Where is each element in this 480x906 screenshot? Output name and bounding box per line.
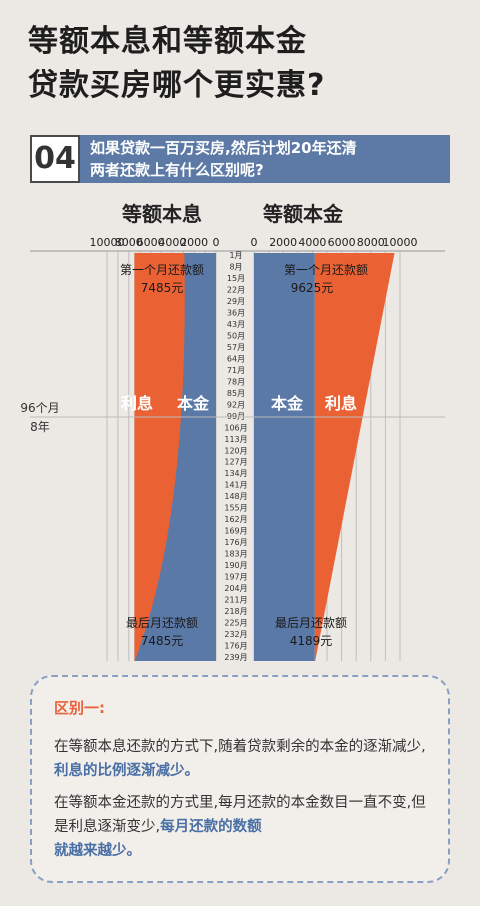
p2-highlight-2: 就越来越少。 xyxy=(54,843,141,859)
left-panel-title: 等额本息 xyxy=(122,202,202,226)
month-label: 127月 xyxy=(224,458,247,467)
month-label: 232月 xyxy=(224,630,247,639)
question-text: 如果贷款一百万买房,然后计划20年还清 两者还款上有什么区别呢? xyxy=(80,135,450,183)
left-tick-label: 4000 xyxy=(158,236,186,249)
month-label: 71月 xyxy=(227,366,245,375)
month-label: 155月 xyxy=(224,504,247,513)
month-label: 99月 xyxy=(227,412,245,421)
month-label: 57月 xyxy=(227,343,245,352)
month-label: 176月 xyxy=(224,642,247,651)
left-last-month-value: 7485元 xyxy=(141,634,184,648)
month-label: 120月 xyxy=(224,446,247,455)
month-label: 211月 xyxy=(224,596,247,605)
left-tick-label: 8000 xyxy=(115,236,143,249)
month-label: 8月 xyxy=(229,262,242,271)
month-label: 134月 xyxy=(224,469,247,478)
difference-title: 区别一: xyxy=(54,699,105,717)
difference-paragraph-2: 在等额本金还款的方式里,每月还款的本金数目一直不变,但是利息逐渐变少,每月还款的… xyxy=(54,791,434,863)
left-interest-label: 利息 xyxy=(121,394,153,413)
p2-text-a: 在等额本金还款的方式里,每月还款的本金数目 xyxy=(54,795,349,811)
month-label: 92月 xyxy=(227,400,245,409)
left-tick-label: 0 xyxy=(213,236,220,249)
month-label: 64月 xyxy=(227,354,245,363)
right-interest-area xyxy=(314,253,395,661)
question-line-2: 两者还款上有什么区别呢? xyxy=(90,161,264,179)
page-title: 等额本息和等额本金 贷款买房哪个更实惠? xyxy=(28,20,325,108)
month-label: 225月 xyxy=(224,619,247,628)
month-label: 218月 xyxy=(224,607,247,616)
month-label: 190月 xyxy=(224,561,247,570)
right-first-month-value: 9625元 xyxy=(291,281,334,295)
month-label: 50月 xyxy=(227,331,245,340)
left-last-month-label: 最后月还款额 xyxy=(126,616,198,630)
right-tick-label: 0 xyxy=(251,236,258,249)
p2-text-b: 一直不变,但是利息逐渐变少, xyxy=(54,795,426,835)
right-interest-label: 利息 xyxy=(325,394,357,413)
question-line-1: 如果贷款一百万买房,然后计划20年还清 xyxy=(90,139,357,157)
month-label: 43月 xyxy=(227,320,245,329)
title-line-1: 等额本息和等额本金 xyxy=(28,24,307,59)
p1-highlight: 利息的比例逐渐减少。 xyxy=(54,763,199,779)
question-number: 04 xyxy=(30,135,80,183)
difference-panel: 区别一: 在等额本息还款的方式下,随着贷款剩余的本金的逐渐减少, 利息的比例逐渐减… xyxy=(30,675,450,883)
right-last-month-label: 最后月还款额 xyxy=(275,616,347,630)
left-tick-label: 6000 xyxy=(137,236,165,249)
left-first-month-label: 第一个月还款额 xyxy=(120,263,204,277)
right-last-month-value: 4189元 xyxy=(290,634,333,648)
difference-paragraph-1: 在等额本息还款的方式下,随着贷款剩余的本金的逐渐减少, 利息的比例逐渐减少。 xyxy=(54,735,434,783)
left-principal-label: 本金 xyxy=(177,394,210,413)
month-label: 29月 xyxy=(227,297,245,306)
month-label: 176月 xyxy=(224,538,247,547)
right-tick-label: 2000 xyxy=(269,236,297,249)
month-label: 113月 xyxy=(224,435,247,444)
right-tick-label: 6000 xyxy=(328,236,356,249)
left-first-month-value: 7485元 xyxy=(141,281,184,295)
p1-text-b: 的逐渐减少, xyxy=(348,739,426,755)
question-bar: 04 如果贷款一百万买房,然后计划20年还清 两者还款上有什么区别呢? xyxy=(30,135,450,183)
month-label: 78月 xyxy=(227,377,245,386)
month-label: 148月 xyxy=(224,492,247,501)
month-label: 197月 xyxy=(224,573,247,582)
left-tick-label: 2000 xyxy=(180,236,208,249)
right-tick-label: 8000 xyxy=(357,236,385,249)
right-first-month-label: 第一个月还款额 xyxy=(284,263,368,277)
right-principal-area xyxy=(254,253,315,661)
month-label: 106月 xyxy=(224,423,247,432)
month-label: 36月 xyxy=(227,308,245,317)
title-line-2: 贷款买房哪个更实惠? xyxy=(28,68,326,103)
right-tick-label: 4000 xyxy=(298,236,326,249)
month-label: 22月 xyxy=(227,285,245,294)
month-label: 1月 xyxy=(229,251,242,260)
month-label: 15月 xyxy=(227,274,245,283)
month-label: 169月 xyxy=(224,527,247,536)
p2-highlight-1: 每月还款的数额 xyxy=(160,819,262,835)
month-label: 141月 xyxy=(224,481,247,490)
marker-label-2: 8年 xyxy=(30,420,50,434)
month-label: 204月 xyxy=(224,584,247,593)
right-panel-title: 等额本金 xyxy=(263,202,344,226)
month-label: 183月 xyxy=(224,550,247,559)
month-label: 162月 xyxy=(224,515,247,524)
right-tick-label: 10000 xyxy=(383,236,418,249)
marker-label-1: 96个月 xyxy=(20,401,59,415)
p1-text-a: 在等额本息还款的方式下,随着贷款剩余的本金 xyxy=(54,739,349,755)
month-label: 239月 xyxy=(224,653,247,662)
month-label: 85月 xyxy=(227,389,245,398)
right-principal-label: 本金 xyxy=(271,394,304,413)
left-tick-label: 10000 xyxy=(90,236,125,249)
left-interest-area xyxy=(134,253,185,661)
